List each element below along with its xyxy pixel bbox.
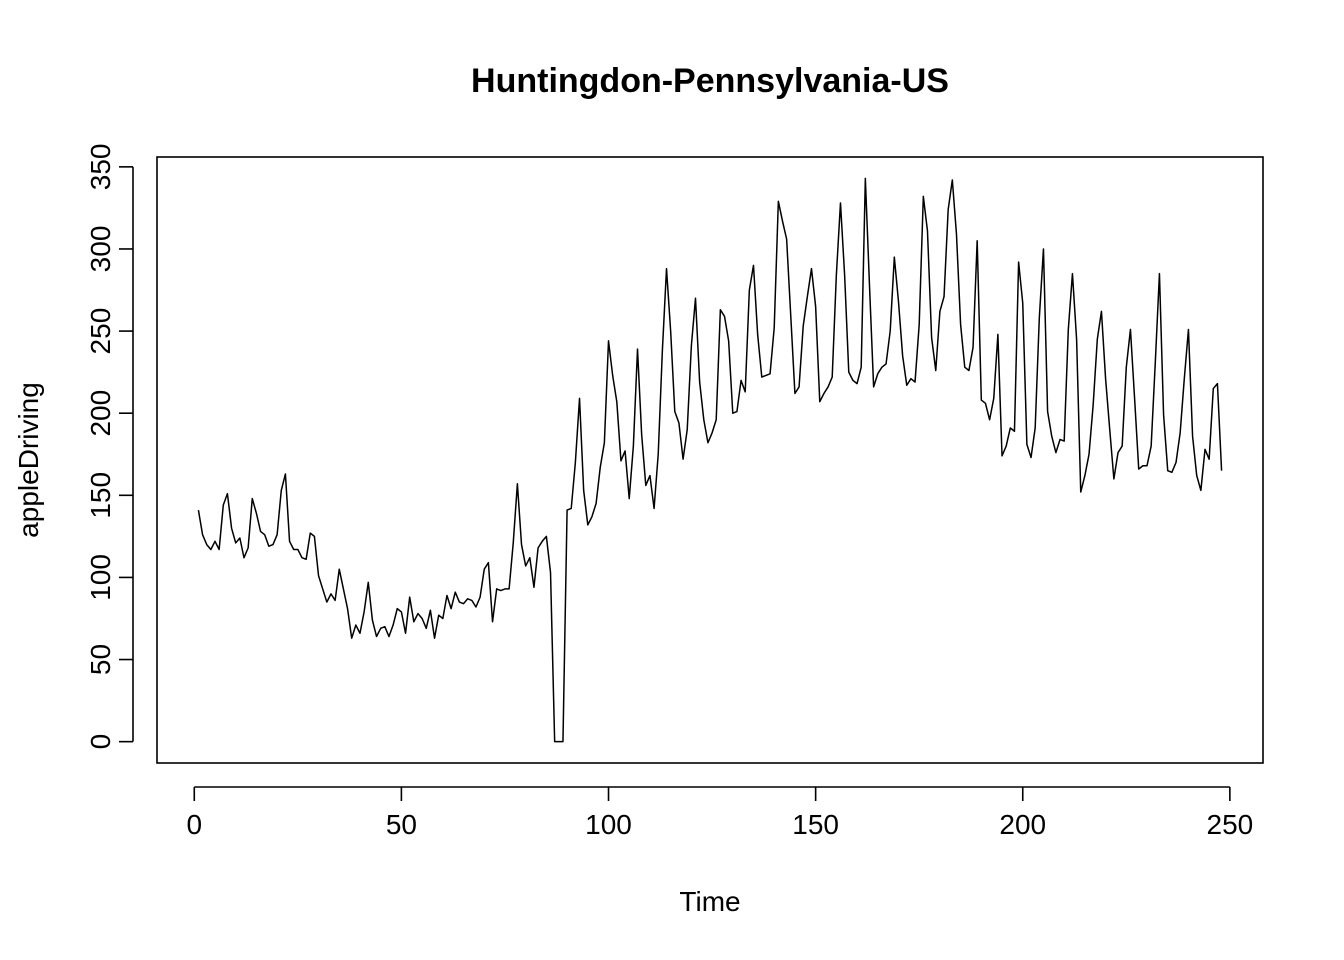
y-tick-label-0: 0: [85, 734, 116, 750]
series-line-appleDriving: [197, 177, 1223, 743]
y-tick-label-100: 100: [85, 554, 116, 601]
y-axis: 0 50 100 150 200 250 300 350: [85, 143, 134, 750]
chart-title: Huntingdon-Pennsylvania-US: [471, 62, 949, 100]
x-axis: 0 50 100 150 200 250: [186, 786, 1254, 840]
y-tick-label-150: 150: [85, 472, 116, 519]
x-tick-label-0: 0: [186, 809, 202, 840]
y-tick-label-350: 350: [85, 143, 116, 190]
y-tick-label-50: 50: [85, 644, 116, 675]
y-axis-label: appleDriving: [13, 382, 44, 538]
y-tick-label-300: 300: [85, 226, 116, 273]
x-tick-label-100: 100: [585, 809, 632, 840]
y-tick-label-250: 250: [85, 308, 116, 355]
x-tick-label-200: 200: [999, 809, 1046, 840]
x-tick-label-150: 150: [792, 809, 839, 840]
x-tick-label-50: 50: [386, 809, 417, 840]
x-tick-label-250: 250: [1207, 809, 1254, 840]
plot-frame: [156, 156, 1264, 764]
y-tick-label-200: 200: [85, 390, 116, 437]
x-axis-label: Time: [679, 886, 740, 917]
